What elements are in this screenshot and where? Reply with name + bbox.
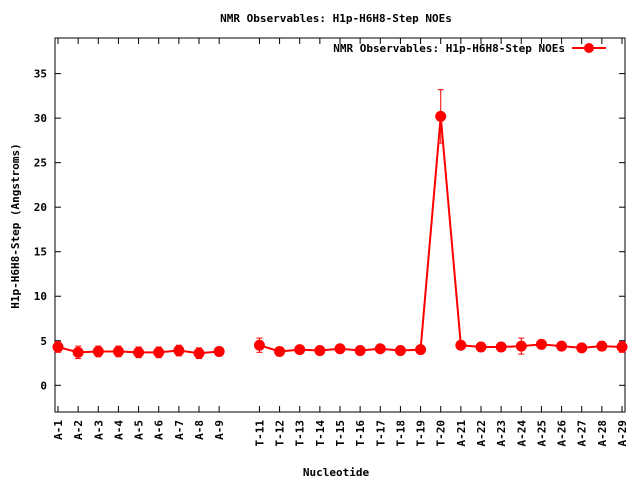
data-point — [354, 345, 366, 357]
x-tick-label: A-24 — [515, 420, 528, 447]
data-point — [274, 345, 286, 357]
series-line — [259, 116, 623, 353]
x-tick-label: A-25 — [535, 420, 548, 447]
data-point — [535, 338, 547, 350]
data-point — [495, 341, 507, 353]
y-tick-label: 30 — [34, 112, 47, 125]
data-point — [253, 339, 265, 351]
x-tick-label: A-21 — [455, 420, 468, 447]
x-axis: A-1 A-2 A-3 A-4 A-5 A-6 A-7 A-8 A-9 T-11 T-12 T-13 T… — [52, 38, 629, 447]
x-tick-label: T-15 — [334, 420, 347, 447]
data-point — [394, 345, 406, 357]
data-point — [173, 345, 185, 357]
data-point — [52, 341, 64, 353]
data-point — [435, 110, 447, 122]
y-axis: 0 5 10 15 20 25 30 35 — [34, 68, 625, 392]
x-tick-label: T-14 — [314, 420, 327, 447]
y-tick-label: 20 — [34, 201, 47, 214]
x-tick-label: T-18 — [394, 420, 407, 447]
series-layer — [52, 89, 628, 360]
data-point — [72, 346, 84, 358]
data-point — [616, 341, 628, 353]
y-tick-label: 10 — [34, 290, 47, 303]
data-point — [213, 345, 225, 357]
data-point — [133, 346, 145, 358]
x-tick-label: A-7 — [173, 420, 186, 440]
data-point — [193, 347, 205, 359]
data-point — [374, 343, 386, 355]
x-tick-label: T-20 — [435, 420, 448, 447]
x-tick-label: T-13 — [294, 420, 307, 447]
y-tick-label: 0 — [40, 379, 47, 392]
data-point — [92, 345, 104, 357]
x-tick-label: A-29 — [616, 420, 629, 447]
data-point — [153, 346, 165, 358]
data-point — [112, 345, 124, 357]
data-point — [314, 345, 326, 357]
x-tick-label: A-28 — [596, 420, 609, 447]
legend-label: NMR Observables: H1p-H6H8-Step NOEs — [333, 42, 565, 55]
x-tick-label: A-27 — [576, 420, 589, 447]
x-tick-label: A-8 — [193, 420, 206, 440]
data-point — [294, 344, 306, 356]
x-tick-label: A-9 — [213, 420, 226, 440]
x-tick-label: T-17 — [374, 420, 387, 447]
legend-marker — [584, 43, 594, 53]
x-tick-label: A-2 — [72, 420, 85, 440]
data-point — [415, 344, 427, 356]
x-tick-label: A-3 — [92, 420, 105, 440]
x-tick-label: A-5 — [133, 420, 146, 440]
data-point — [455, 339, 467, 351]
legend: NMR Observables: H1p-H6H8-Step NOEs — [333, 42, 606, 55]
x-tick-label: A-26 — [556, 420, 569, 447]
data-point — [515, 340, 527, 352]
x-tick-label: T-16 — [354, 420, 367, 447]
y-tick-label: 25 — [34, 157, 47, 170]
x-tick-label: A-6 — [153, 420, 166, 440]
x-tick-label: A-22 — [475, 420, 488, 447]
data-point — [334, 343, 346, 355]
x-tick-label: T-19 — [415, 420, 428, 447]
x-tick-label: T-12 — [274, 420, 287, 447]
chart-title: NMR Observables: H1p-H6H8-Step NOEs — [220, 12, 452, 25]
y-tick-label: 35 — [34, 68, 47, 81]
y-tick-label: 5 — [40, 335, 47, 348]
x-axis-label: Nucleotide — [303, 466, 370, 479]
x-tick-label: T-11 — [253, 420, 266, 447]
y-tick-label: 15 — [34, 246, 47, 259]
data-point — [556, 340, 568, 352]
x-tick-label: A-1 — [52, 420, 65, 440]
x-tick-label: A-4 — [112, 420, 125, 440]
data-point — [475, 341, 487, 353]
data-point — [576, 342, 588, 354]
data-point — [596, 340, 608, 352]
x-tick-label: A-23 — [495, 420, 508, 447]
y-axis-label: H1p-H6H8-Step (Angstroms) — [9, 143, 22, 309]
